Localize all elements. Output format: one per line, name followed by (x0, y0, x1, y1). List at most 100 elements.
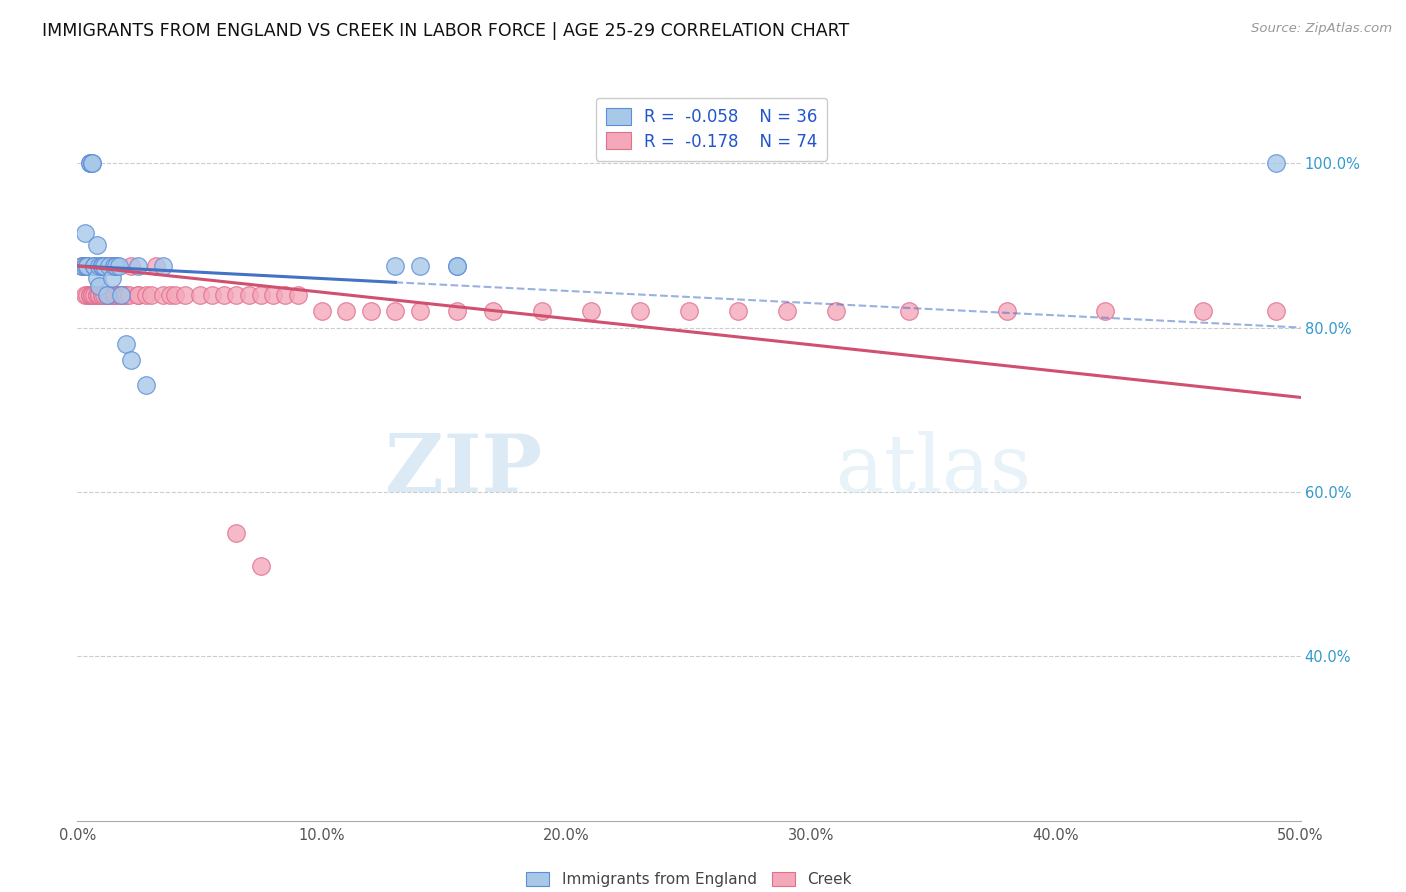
Point (83, 259, 105, 273)
Point (128, 287, 150, 301)
Point (159, 287, 181, 301)
Point (531, 304, 554, 318)
Point (90, 259, 112, 273)
Point (98, 259, 121, 273)
Point (83, 259, 105, 273)
Point (287, 287, 309, 301)
Point (89, 287, 111, 301)
Point (238, 287, 260, 301)
Point (128, 259, 150, 273)
Point (76, 259, 98, 273)
Point (115, 287, 138, 301)
Point (80, 287, 103, 301)
Point (201, 287, 224, 301)
Point (89, 259, 111, 273)
Point (384, 304, 406, 318)
Point (152, 287, 174, 301)
Point (110, 287, 132, 301)
Point (262, 287, 284, 301)
Point (384, 259, 406, 273)
Point (212, 287, 235, 301)
Point (76, 259, 98, 273)
Point (86, 287, 108, 301)
Point (139, 287, 162, 301)
Point (70, 259, 93, 273)
Point (1191, 304, 1213, 318)
Point (250, 558, 273, 573)
Point (446, 259, 468, 273)
Point (120, 259, 142, 273)
Point (73, 226, 96, 240)
Point (120, 353, 142, 368)
Point (80, 287, 103, 301)
Point (165, 287, 187, 301)
Point (112, 287, 135, 301)
Point (188, 287, 211, 301)
Point (80, 156, 103, 170)
Point (628, 304, 651, 318)
Point (96, 287, 118, 301)
Point (105, 259, 128, 273)
Point (79, 287, 101, 301)
Point (135, 287, 157, 301)
Point (409, 259, 432, 273)
Point (76, 259, 98, 273)
Text: Source: ZipAtlas.com: Source: ZipAtlas.com (1251, 22, 1392, 36)
Point (152, 259, 174, 273)
Text: IMMIGRANTS FROM ENGLAND VS CREEK IN LABOR FORCE | AGE 25-29 CORRELATION CHART: IMMIGRANTS FROM ENGLAND VS CREEK IN LABO… (42, 22, 849, 40)
Point (409, 304, 432, 318)
Point (311, 304, 333, 318)
Point (108, 259, 131, 273)
Point (93, 287, 115, 301)
Point (898, 304, 921, 318)
Point (446, 304, 468, 318)
Point (335, 304, 357, 318)
Point (70, 259, 93, 273)
Point (225, 526, 247, 541)
Point (105, 287, 128, 301)
Point (100, 259, 122, 273)
Point (110, 287, 132, 301)
Point (80, 156, 103, 170)
Point (115, 337, 138, 351)
Point (360, 304, 382, 318)
Point (103, 287, 125, 301)
Point (128, 287, 150, 301)
Point (79, 287, 101, 301)
Point (93, 259, 115, 273)
Legend: Immigrants from England, Creek: Immigrants from England, Creek (520, 866, 858, 892)
Point (446, 259, 468, 273)
Point (93, 259, 115, 273)
Point (90, 287, 112, 301)
Point (1094, 304, 1116, 318)
Point (108, 287, 131, 301)
Point (579, 304, 602, 318)
Point (86, 271, 108, 285)
Point (73, 287, 96, 301)
Point (103, 259, 125, 273)
Point (1265, 156, 1288, 170)
Point (1265, 304, 1288, 318)
Point (103, 287, 125, 301)
Point (89, 287, 111, 301)
Point (76, 287, 98, 301)
Point (86, 238, 108, 252)
Point (776, 304, 799, 318)
Point (83, 287, 105, 301)
Point (174, 287, 197, 301)
Point (824, 304, 846, 318)
Point (482, 304, 505, 318)
Point (100, 271, 122, 285)
Point (79, 156, 101, 170)
Point (250, 287, 273, 301)
Text: atlas: atlas (835, 431, 1031, 508)
Point (73, 259, 96, 273)
Point (70, 259, 93, 273)
Point (100, 287, 122, 301)
Point (83, 259, 105, 273)
Point (98, 259, 121, 273)
Point (995, 304, 1018, 318)
Text: ZIP: ZIP (385, 431, 543, 508)
Point (98, 287, 121, 301)
Point (727, 304, 749, 318)
